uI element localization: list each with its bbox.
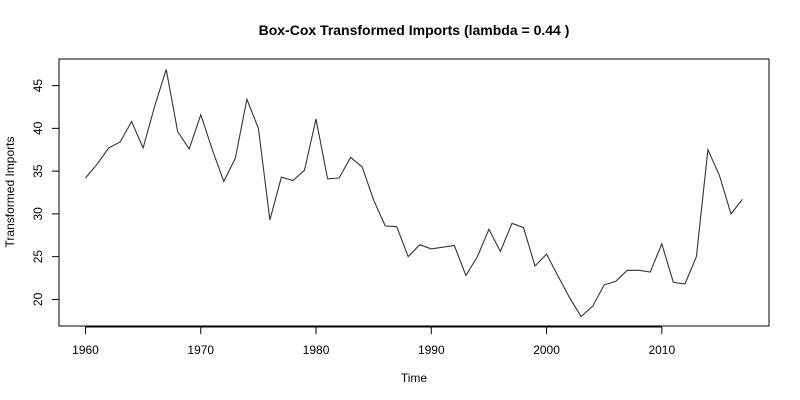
y-axis: 20 25 30 35 40 45	[31, 79, 60, 306]
data-point	[292, 180, 293, 181]
data-point	[304, 170, 305, 171]
data-point	[189, 148, 190, 149]
x-axis: 1960 1970 1980 1990 2000 2010	[72, 326, 675, 357]
data-point	[650, 271, 651, 272]
x-tick-label: 1960	[72, 343, 99, 357]
data-point	[488, 229, 489, 230]
data-point	[96, 164, 97, 165]
data-point	[673, 282, 674, 283]
data-point	[638, 270, 639, 271]
y-tick-label: 20	[31, 292, 45, 306]
data-point	[177, 131, 178, 132]
data-point	[615, 281, 616, 282]
data-point	[707, 149, 708, 150]
y-tick-label: 25	[31, 250, 45, 264]
data-point	[235, 158, 236, 159]
data-point	[131, 121, 132, 122]
data-point	[581, 316, 582, 317]
data-point	[546, 254, 547, 255]
series-group	[85, 69, 743, 318]
data-point	[108, 147, 109, 148]
x-tick-label: 1970	[187, 343, 214, 357]
data-point	[558, 276, 559, 277]
data-point	[200, 114, 201, 115]
data-point	[223, 181, 224, 182]
data-point	[327, 178, 328, 179]
data-point	[534, 265, 535, 266]
data-point	[719, 175, 720, 176]
data-point	[627, 270, 628, 271]
data-point	[385, 225, 386, 226]
y-tick-label: 35	[31, 164, 45, 178]
data-point	[373, 200, 374, 201]
chart-title: Box-Cox Transformed Imports (lambda = 0.…	[259, 22, 570, 38]
data-point	[431, 248, 432, 249]
y-tick-label: 40	[31, 121, 45, 135]
data-point	[408, 256, 409, 257]
y-axis-label: Transformed Imports	[3, 137, 17, 248]
data-point	[500, 251, 501, 252]
y-tick-label: 45	[31, 79, 45, 93]
data-point	[362, 166, 363, 167]
data-point	[684, 283, 685, 284]
data-point	[419, 244, 420, 245]
data-point	[730, 213, 731, 214]
data-point	[465, 275, 466, 276]
data-point	[315, 118, 316, 119]
data-point	[742, 199, 743, 200]
data-point	[661, 243, 662, 244]
data-point	[350, 157, 351, 158]
data-point	[143, 147, 144, 148]
data-point	[696, 256, 697, 257]
data-point	[523, 227, 524, 228]
data-point	[120, 141, 121, 142]
data-point	[281, 177, 282, 178]
data-point	[477, 256, 478, 257]
data-point	[212, 149, 213, 150]
data-point	[569, 297, 570, 298]
data-point	[269, 219, 270, 220]
x-axis-label: Time	[401, 371, 428, 385]
data-point	[442, 247, 443, 248]
plot-frame	[58, 58, 770, 327]
data-point	[396, 226, 397, 227]
x-tick-label: 2010	[648, 343, 675, 357]
x-tick-label: 2000	[533, 343, 560, 357]
x-tick-label: 1980	[303, 343, 330, 357]
data-point	[258, 128, 259, 129]
y-tick-label: 30	[31, 207, 45, 221]
x-tick-label: 1990	[418, 343, 445, 357]
data-point	[454, 245, 455, 246]
data-point	[166, 69, 167, 70]
data-point	[246, 99, 247, 100]
data-point	[592, 306, 593, 307]
data-point	[511, 223, 512, 224]
series-line	[85, 69, 743, 318]
data-point	[604, 284, 605, 285]
data-point	[85, 177, 86, 178]
data-point	[154, 106, 155, 107]
data-point	[339, 177, 340, 178]
